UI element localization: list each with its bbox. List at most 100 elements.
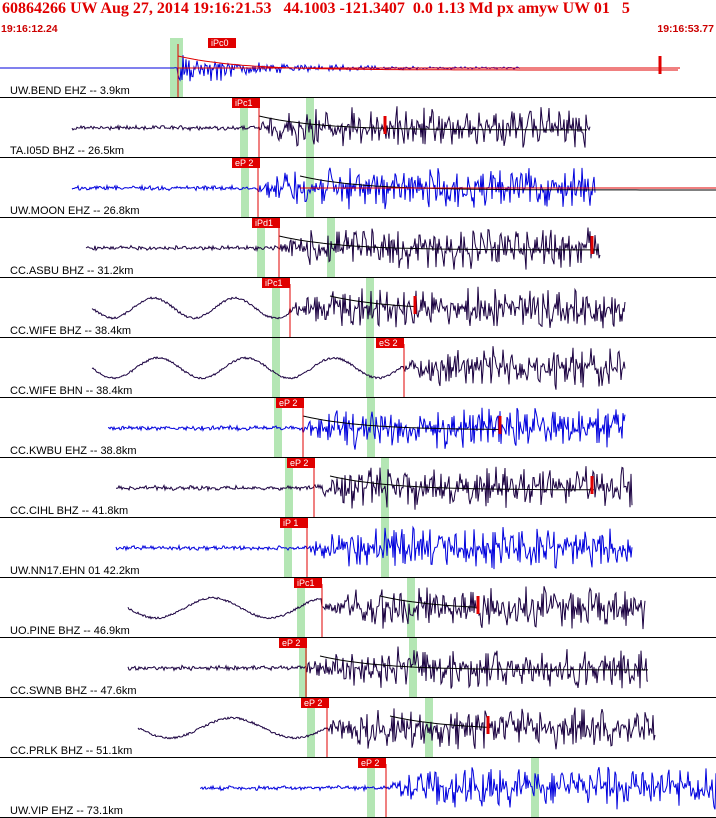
pick-label-box[interactable]: [252, 218, 280, 228]
event-title: 60864266 UW Aug 27, 2014 19:16:21.53 44.…: [2, 0, 630, 17]
waveform: [107, 407, 626, 450]
pick-label: eP 2: [361, 758, 379, 768]
station-label: UW.VIP EHZ -- 73.1km: [10, 805, 123, 817]
pick-label: iPc0: [211, 38, 229, 48]
p-window-marker: [241, 158, 249, 217]
coda-fit-line: [319, 655, 648, 671]
pick-label: eP 2: [290, 458, 308, 468]
trace-row[interactable]: eP 2 CC.CIHL BHZ -- 41.8km: [0, 458, 716, 518]
station-label: TA.I05D BHZ -- 26.5km: [10, 145, 124, 157]
pick-label-box[interactable]: [358, 758, 386, 768]
pick-label-box[interactable]: [208, 38, 236, 48]
station-label: CC.CIHL BHZ -- 41.8km: [10, 505, 128, 517]
trace-row[interactable]: eP 2 UW.MOON EHZ -- 26.8km: [0, 158, 716, 218]
window-end-time: 19:16:53.77: [657, 23, 714, 35]
pick-label-box[interactable]: [294, 578, 322, 588]
trace-row[interactable]: iPd1 CC.ASBU BHZ -- 31.2km: [0, 218, 716, 278]
s-pick-marker[interactable]: [658, 56, 662, 74]
p-window-marker: [284, 518, 292, 577]
s-pick-marker[interactable]: [590, 476, 594, 494]
pick-label: iPc1: [235, 98, 253, 108]
p-window-marker: [307, 698, 315, 757]
trace-row[interactable]: eP 2 CC.KWBU EHZ -- 38.8km: [0, 398, 716, 458]
pick-label-box[interactable]: [280, 518, 308, 528]
s-pick-marker[interactable]: [413, 296, 417, 314]
station-label: UO.PINE BHZ -- 46.9km: [10, 625, 130, 637]
station-label: UW.MOON EHZ -- 26.8km: [10, 205, 140, 217]
waveform: [91, 286, 626, 329]
pick-label-box[interactable]: [276, 398, 304, 408]
p-window-marker: [272, 338, 280, 397]
window-start-time: 19:16:12.24: [1, 23, 58, 35]
s-window-marker: [531, 758, 539, 817]
pick-label: eS 2: [379, 338, 398, 348]
trace-row[interactable]: eS 2 CC.WIFE BHN -- 38.4km: [0, 338, 716, 398]
waveform: [85, 227, 601, 270]
station-label: CC.SWNB BHZ -- 47.6km: [10, 685, 137, 697]
seismogram-panel[interactable]: iPc0 UW.BEND EHZ -- 3.9km iPc1 TA.I05D BHZ …: [0, 38, 716, 818]
seismogram-traces-svg[interactable]: iPc0 UW.BEND EHZ -- 3.9km iPc1 TA.I05D BHZ …: [0, 38, 716, 818]
coda-fit-line: [389, 715, 491, 728]
trace-row[interactable]: iPc1 UO.PINE BHZ -- 46.9km: [0, 578, 716, 638]
waveform: [137, 707, 656, 750]
pick-label-box[interactable]: [376, 338, 404, 348]
coda-fit-line: [329, 475, 594, 491]
waveform: [91, 346, 626, 390]
pick-label: eP 2: [235, 158, 253, 168]
pick-label: eP 2: [282, 638, 300, 648]
pick-label-box[interactable]: [232, 158, 260, 168]
pick-label-box[interactable]: [301, 698, 329, 708]
waveform: [116, 466, 633, 510]
pick-label: iP 1: [283, 518, 298, 528]
s-window-marker: [407, 578, 415, 637]
trace-row[interactable]: iPc1 CC.WIFE BHZ -- 38.4km: [0, 278, 716, 338]
s-pick-marker[interactable]: [590, 236, 594, 254]
pick-label: iPd1: [255, 218, 273, 228]
station-label: UW.BEND EHZ -- 3.9km: [10, 85, 130, 97]
event-header: 60864266 UW Aug 27, 2014 19:16:21.53 44.…: [0, 0, 716, 38]
station-label: CC.WIFE BHZ -- 38.4km: [10, 325, 131, 337]
pick-label: eP 2: [304, 698, 322, 708]
coda-fit-line: [299, 175, 716, 191]
pick-label: iPc1: [297, 578, 315, 588]
waveform: [71, 167, 596, 210]
trace-row[interactable]: iPc1 TA.I05D BHZ -- 26.5km: [0, 98, 716, 158]
station-label: CC.KWBU EHZ -- 38.8km: [10, 445, 137, 457]
s-pick-marker[interactable]: [498, 416, 502, 434]
station-label: CC.PRLK BHZ -- 51.1km: [10, 745, 132, 757]
coda-fit-line: [302, 415, 500, 430]
station-label: UW.NN17.EHN 01 42.2km: [10, 565, 140, 577]
waveform: [127, 586, 646, 630]
s-window-marker: [306, 98, 314, 157]
s-window-marker: [367, 398, 375, 457]
coda-fit-line: [329, 295, 415, 307]
trace-row[interactable]: iPc0 UW.BEND EHZ -- 3.9km: [0, 38, 716, 98]
pick-label-box[interactable]: [287, 458, 315, 468]
waveform: [71, 106, 591, 148]
station-label: CC.WIFE BHN -- 38.4km: [10, 385, 132, 397]
trace-row[interactable]: iP 1 UW.NN17.EHN 01 42.2km: [0, 518, 716, 578]
waveform: [127, 646, 649, 689]
waveform: [115, 525, 633, 570]
coda-fit-line: [379, 595, 477, 608]
s-pick-marker[interactable]: [486, 716, 490, 734]
s-pick-marker[interactable]: [383, 116, 387, 134]
p-window-marker: [297, 578, 305, 637]
pick-label-box[interactable]: [279, 638, 307, 648]
waveform: [199, 766, 716, 810]
s-pick-marker[interactable]: [476, 596, 480, 614]
pick-label-box[interactable]: [262, 278, 290, 288]
coda-fit-line: [177, 55, 678, 71]
s-window-marker: [381, 518, 389, 577]
s-window-marker: [366, 338, 374, 397]
trace-row[interactable]: eP 2 CC.SWNB BHZ -- 47.6km: [0, 638, 716, 698]
pick-label: eP 2: [279, 398, 297, 408]
station-label: CC.ASBU BHZ -- 31.2km: [10, 265, 133, 277]
p-window-marker: [272, 278, 280, 337]
pick-label-box[interactable]: [232, 98, 260, 108]
pick-label: iPc1: [265, 278, 283, 288]
coda-fit-line: [278, 235, 599, 251]
trace-row[interactable]: eP 2 UW.VIP EHZ -- 73.1km: [0, 758, 716, 818]
trace-row[interactable]: eP 2 CC.PRLK BHZ -- 51.1km: [0, 698, 716, 758]
coda-fit-line: [258, 115, 587, 131]
